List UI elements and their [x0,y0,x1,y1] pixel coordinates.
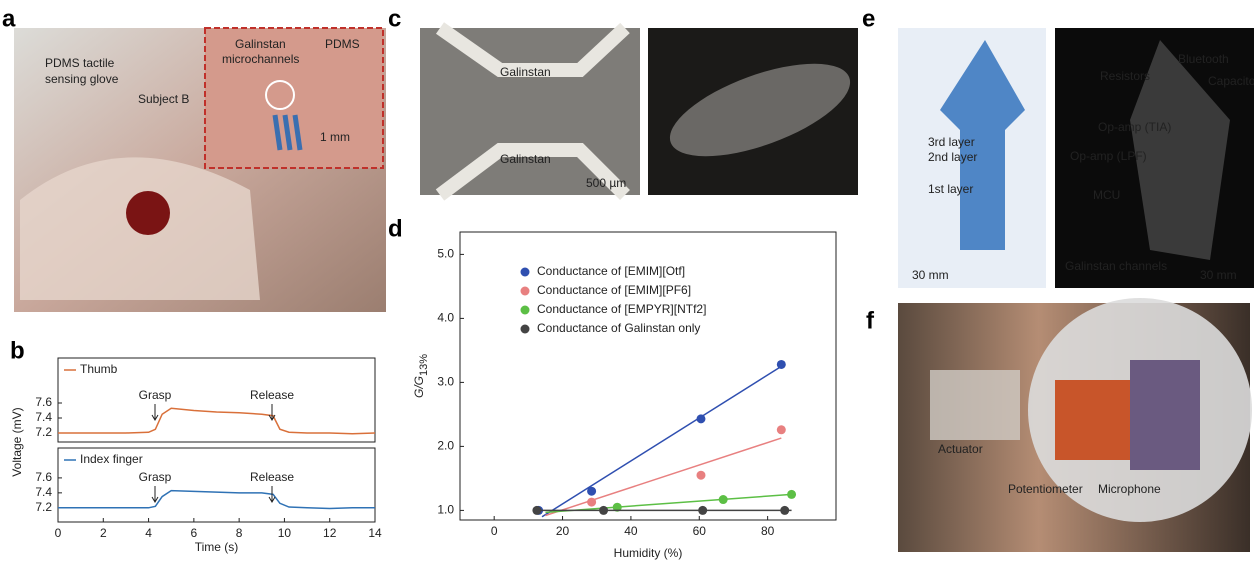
photo-label: Microphone [1098,482,1161,496]
photo-label: Subject B [138,92,189,106]
y-tick-label: 7.6 [35,470,52,484]
x-tick-label: 0 [55,526,62,540]
y-tick-label: 3.0 [437,375,454,389]
point [587,498,596,507]
photo-label: Galinstan [500,65,551,79]
legend-label: Conductance of [EMIM][PF6] [537,283,691,297]
point [698,506,707,515]
photo-label: MCU [1093,188,1120,202]
x-tick-label: 40 [624,524,638,538]
photo-label: Bluetooth [1178,52,1229,66]
photo-label: 2nd layer [928,150,977,164]
panel-letter: d [388,215,403,242]
annotation: Grasp [139,388,172,402]
photo-label: microchannels [222,52,299,66]
photo-label: Galinstan [235,37,286,51]
point [787,490,796,499]
x-axis-title: Humidity (%) [614,546,683,560]
x-tick-label: 8 [236,526,243,540]
figure: a b c d e f PDMS tactile sensing glove Subject B… [0,0,1254,565]
legend-label: Index finger [80,452,143,466]
point [777,360,786,369]
annotation: Release [250,470,294,484]
photo-label: Galinstan channels [1065,259,1167,273]
y-axis-title: Voltage (mV) [10,407,24,476]
panel-letter: c [388,5,401,32]
y-tick-label: 1.0 [437,503,454,517]
legend-marker [521,325,530,334]
legend-marker [521,268,530,277]
annotation-arrow [152,486,158,502]
x-axis-title: Time (s) [195,540,239,554]
x-tick-label: 0 [491,524,498,538]
y-tick-label: 7.2 [35,425,52,439]
y-tick-label: 4.0 [437,311,454,325]
photo-label: Galinstan [500,152,551,166]
y-tick-label: 7.6 [35,395,52,409]
x-tick-label: 12 [323,526,337,540]
y-tick-label: 7.4 [35,485,52,499]
point [599,506,608,515]
panel-letter: e [862,5,875,32]
legend-label: Conductance of [EMPYR][NTf2] [537,302,706,316]
y-tick-label: 7.2 [35,500,52,514]
photo-label: 3rd layer [928,135,975,149]
x-tick-label: 2 [100,526,107,540]
annotation: Release [250,388,294,402]
photo-label: PDMS [325,37,360,51]
line [58,408,375,434]
photo-label: Resistors [1100,69,1150,83]
point [696,414,705,423]
photo-label: Actuator [938,442,983,456]
actuator [930,370,1020,440]
line [58,491,375,509]
photo-label: 30 mm [1200,268,1237,282]
photo-label: sensing glove [45,72,119,86]
x-tick-label: 80 [761,524,775,538]
photo-label: Capacitor [1208,74,1254,88]
y-tick-label: 7.4 [35,410,52,424]
legend-marker [521,287,530,296]
photo-label: 30 mm [912,268,949,282]
legend-label: Conductance of Galinstan only [537,321,700,335]
x-tick-label: 14 [368,526,382,540]
fit-line [542,366,781,516]
point [780,506,789,515]
legend-label: Thumb [80,362,118,376]
panel-letter: b [10,337,25,364]
photo-label: Op-amp (LPF) [1070,149,1147,163]
photo-label: Op-amp (TIA) [1098,120,1171,134]
point [777,425,786,434]
x-tick-label: 60 [693,524,707,538]
legend-label: Conductance of [EMIM][Otf] [537,264,685,278]
photo-label: Potentiometer [1008,482,1083,496]
point [532,506,541,515]
photo-label: 500 µm [586,176,626,190]
board [1055,380,1135,460]
x-tick-label: 4 [145,526,152,540]
x-tick-label: 10 [278,526,292,540]
photo-label: 1st layer [928,182,973,196]
y-tick-label: 2.0 [437,439,454,453]
photo-label: PDMS tactile [45,56,115,70]
panel-letter: f [866,307,875,334]
panel-letter: a [2,5,16,32]
point [719,495,728,504]
y-tick-label: 5.0 [437,247,454,261]
cherry [126,191,170,235]
legend-marker [521,306,530,315]
x-tick-label: 20 [556,524,570,538]
point [587,487,596,496]
photo-label: 1 mm [320,130,350,144]
annotation-arrow [152,404,158,420]
bluetooth-board [1130,360,1200,470]
y-axis-title: G/G13% [412,354,430,398]
annotation: Grasp [139,470,172,484]
x-tick-label: 6 [191,526,198,540]
point [696,471,705,480]
y-axis-title-main: G/G [412,376,426,398]
y-axis-title-sub: 13% [418,354,430,376]
